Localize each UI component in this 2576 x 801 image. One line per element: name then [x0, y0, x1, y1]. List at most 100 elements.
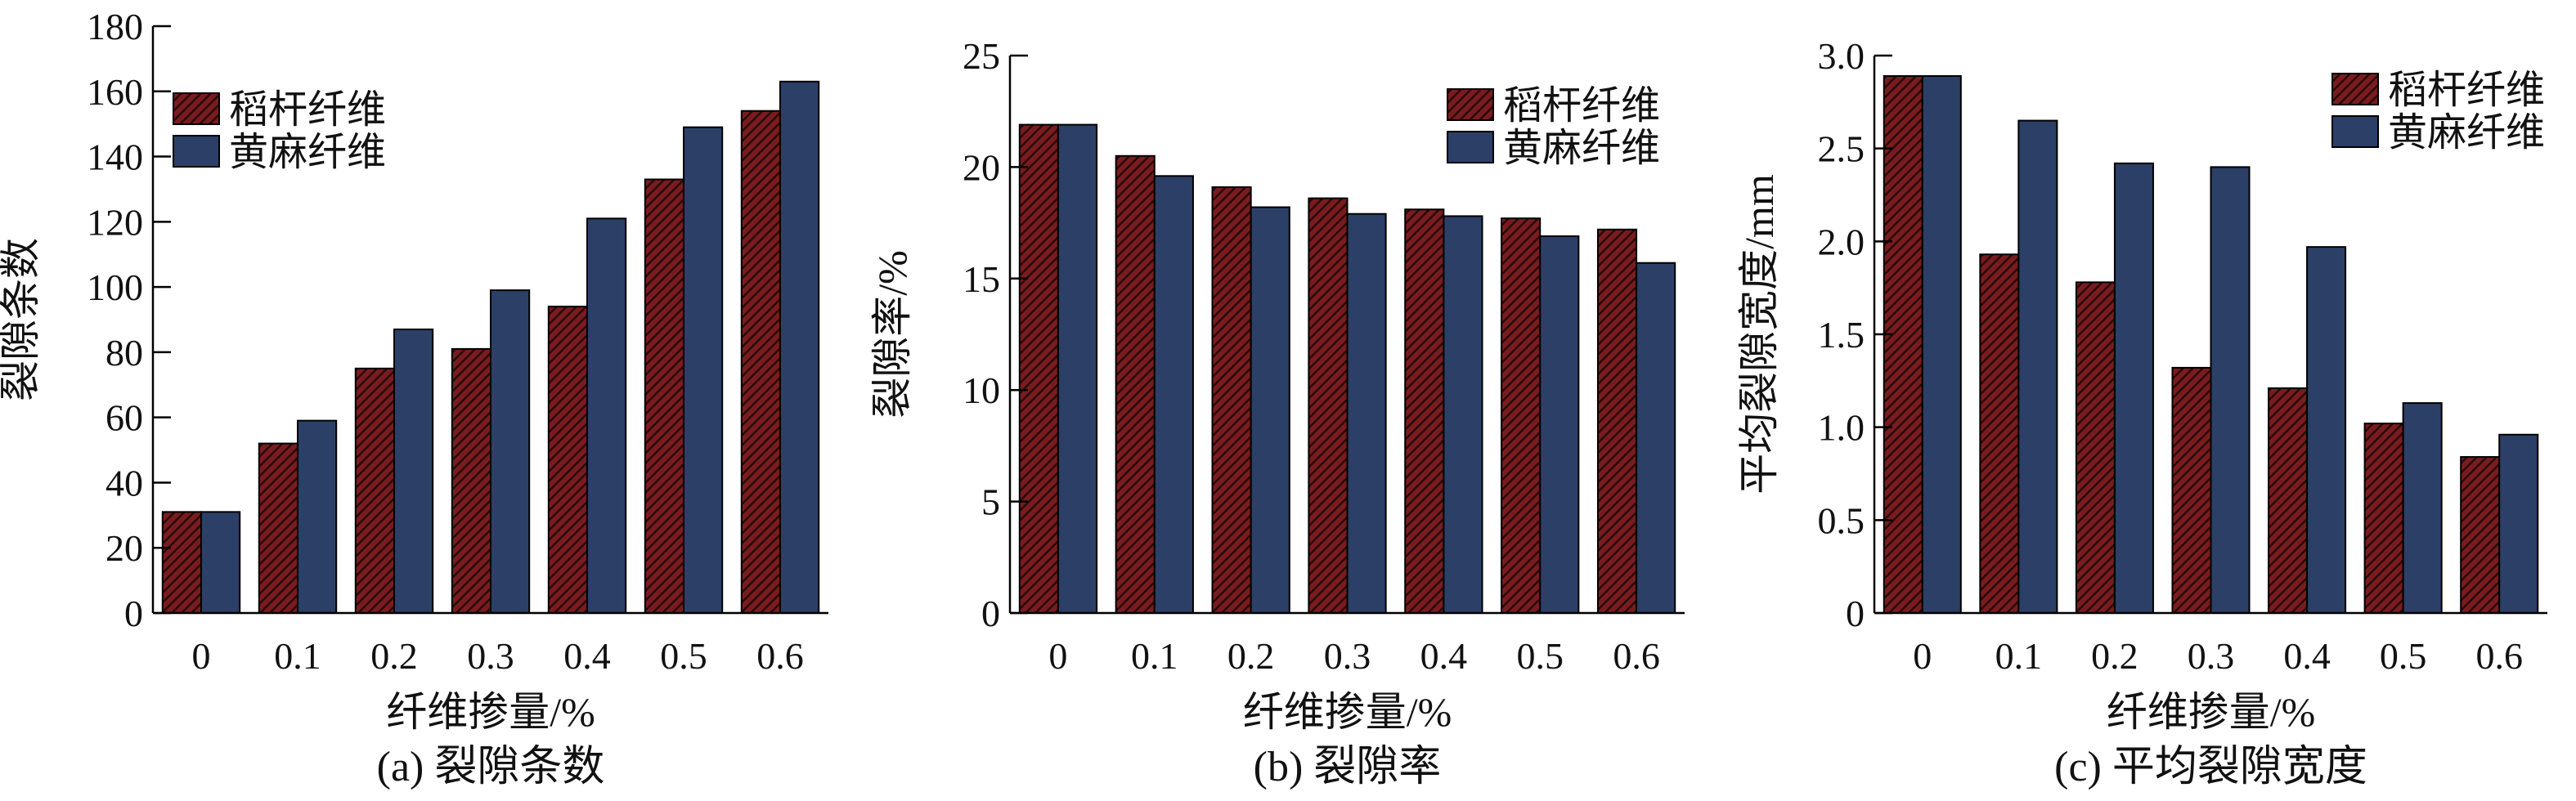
- bar-jute-3: [2210, 166, 2251, 614]
- legend-swatch-rice-straw: [2331, 73, 2379, 105]
- x-tick-label: 0.6: [2475, 635, 2523, 677]
- legend-label: 稻杆纤维: [2388, 69, 2545, 112]
- x-tick-label: 0.6: [756, 635, 804, 677]
- y-tick-label: 80: [105, 332, 143, 374]
- legend-swatch-rice-straw: [173, 92, 220, 125]
- bar-rice-straw-2: [2075, 281, 2116, 614]
- y-axis-title: 裂隙条数: [0, 238, 43, 401]
- legend-swatch-rice-straw: [1447, 88, 1494, 121]
- bar-rice-straw-1: [1115, 154, 1156, 614]
- panel-caption: (c) 平均裂隙宽度: [2054, 744, 2367, 790]
- bar-rice-straw-5: [2363, 423, 2404, 614]
- panel-caption: (a) 裂隙条数: [377, 744, 605, 790]
- bar-jute-0: [1921, 75, 1962, 614]
- bar-rice-straw-4: [2268, 387, 2309, 614]
- x-tick-label: 0.4: [1420, 635, 1468, 677]
- bar-rice-straw-1: [258, 442, 298, 615]
- x-axis-title: 纤维掺量/%: [386, 689, 595, 735]
- x-tick-label: 0.4: [563, 635, 611, 677]
- x-tick-label: 0: [192, 635, 211, 677]
- bar-jute-2: [1250, 206, 1290, 614]
- bar-jute-4: [586, 217, 627, 614]
- y-tick-label: 0: [981, 593, 1000, 634]
- y-tick-label: 0: [1846, 593, 1865, 634]
- bar-rice-straw-6: [740, 110, 781, 614]
- bar-jute-0: [200, 511, 241, 615]
- bar-jute-0: [1057, 123, 1098, 614]
- x-tick-label: 0.2: [2091, 635, 2138, 677]
- bar-jute-1: [2017, 119, 2058, 614]
- legend-swatch-jute: [173, 135, 220, 168]
- y-tick-label: 1.5: [1818, 314, 1865, 356]
- y-tick-label: 100: [87, 266, 143, 308]
- bar-jute-5: [2402, 402, 2443, 614]
- bar-jute-5: [683, 126, 724, 615]
- bar-jute-2: [2113, 162, 2154, 615]
- bar-rice-straw-0: [1883, 75, 1923, 614]
- x-tick-label: 0.6: [1613, 635, 1660, 677]
- bar-rice-straw-4: [1404, 208, 1445, 614]
- x-axis-title: 纤维掺量/%: [1243, 689, 1452, 735]
- bar-rice-straw-6: [1596, 228, 1638, 614]
- x-tick-label: 0.2: [1227, 635, 1275, 677]
- y-tick-label: 5: [981, 481, 1000, 523]
- y-tick-label: 2.0: [1818, 221, 1865, 262]
- chart-panel-a: 0 20 40 60 80 100 120 140 160 180 0 0.1 0.2 0.3 0.4 0.5…: [0, 6, 828, 790]
- legend-label: 稻杆纤维: [229, 88, 386, 132]
- y-tick-label: 160: [87, 71, 143, 113]
- x-tick-label: 0.3: [2188, 635, 2235, 677]
- bar-jute-4: [1443, 215, 1483, 614]
- x-tick-label: 0.1: [274, 635, 321, 677]
- x-tick-label: 0.1: [1995, 635, 2043, 677]
- x-tick-label: 0.4: [2283, 635, 2331, 677]
- y-axis-title: 裂隙率/%: [869, 250, 915, 418]
- y-tick-label: 0: [124, 593, 143, 634]
- x-axis-title: 纤维掺量/%: [2107, 689, 2316, 735]
- y-tick-label: 3.0: [1818, 35, 1865, 77]
- bar-rice-straw-3: [2171, 366, 2212, 614]
- bar-jute-6: [779, 80, 820, 614]
- y-tick-label: 1.0: [1818, 407, 1865, 449]
- bar-rice-straw-4: [547, 306, 588, 614]
- bar-jute-3: [490, 289, 531, 614]
- bar-jute-2: [393, 328, 434, 614]
- y-tick-label: 20: [105, 527, 143, 569]
- panel-caption: (b) 裂隙率: [1254, 744, 1442, 790]
- y-tick-label: 180: [87, 6, 143, 47]
- legend-label: 黄麻纤维: [229, 131, 386, 174]
- bar-rice-straw-2: [354, 367, 395, 614]
- y-tick-label: 60: [105, 397, 143, 439]
- y-tick-label: 25: [963, 35, 1000, 77]
- y-tick-label: 120: [87, 201, 143, 243]
- x-tick-label: 0.3: [467, 635, 514, 677]
- bar-rice-straw-3: [451, 347, 491, 614]
- bar-rice-straw-0: [1018, 123, 1059, 614]
- x-tick-label: 0.5: [2380, 635, 2427, 677]
- bar-jute-4: [2306, 246, 2347, 614]
- bar-jute-6: [1636, 262, 1676, 614]
- chart-panel-c: 0 0.5 1.0 1.5 2.0 2.5 3.0 0 0.1 0.2 0.3 0.4 0.5 0.6 纤维…: [1736, 35, 2547, 790]
- y-tick-label: 0.5: [1818, 499, 1865, 541]
- legend-label: 稻杆纤维: [1503, 84, 1660, 128]
- bar-jute-5: [1539, 235, 1580, 614]
- bar-rice-straw-1: [1979, 253, 2020, 614]
- legend-label: 黄麻纤维: [2388, 111, 2545, 154]
- bar-rice-straw-5: [1501, 217, 1542, 614]
- bar-jute-1: [1153, 175, 1194, 614]
- bar-jute-1: [297, 419, 338, 614]
- x-tick-label: 0: [1913, 635, 1932, 677]
- x-tick-label: 0.1: [1131, 635, 1178, 677]
- y-axis-title: 平均裂隙宽度/mm: [1736, 174, 1782, 494]
- bar-rice-straw-2: [1211, 186, 1252, 614]
- chart-panel-b: 0 5 10 15 20 25 0 0.1 0.2 0.3 0.4 0.5 0.6 纤维掺量/% 裂隙率/%…: [869, 35, 1685, 790]
- bar-jute-6: [2498, 433, 2539, 615]
- legend-swatch-jute: [2331, 115, 2379, 148]
- y-tick-label: 40: [105, 462, 143, 503]
- bar-rice-straw-0: [161, 511, 203, 615]
- y-tick-label: 20: [963, 146, 1000, 188]
- bar-rice-straw-6: [2460, 456, 2501, 614]
